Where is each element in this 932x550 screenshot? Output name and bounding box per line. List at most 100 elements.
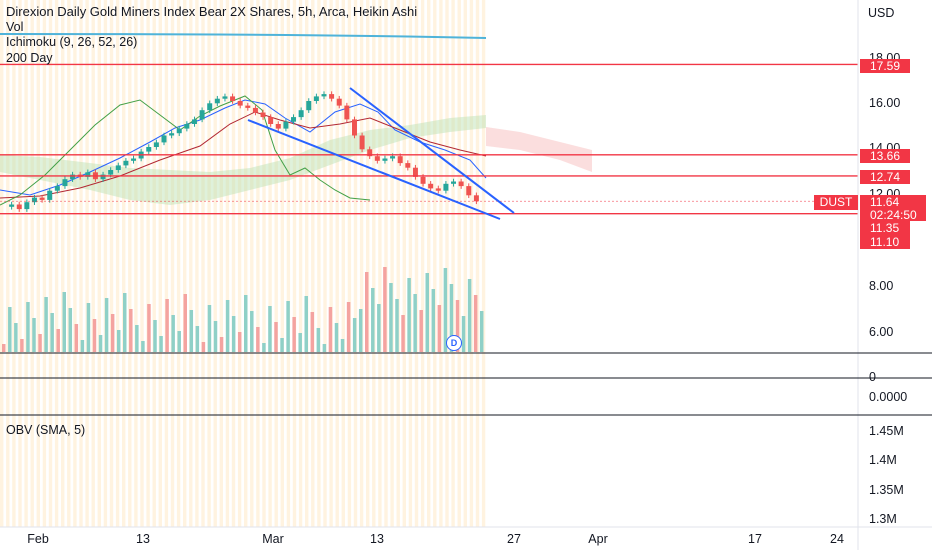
volume-bar [244,295,248,352]
session-band [170,0,175,527]
session-band [24,0,28,527]
candle-body [336,98,342,106]
session-band [359,0,364,527]
volume-bar [86,303,91,352]
candle-body [207,103,213,111]
session-band [372,0,376,527]
volume-bar [431,289,436,352]
session-band [115,0,120,527]
candle-body [169,133,175,136]
volume-bar [473,295,478,352]
session-band [341,0,345,527]
volume-bar [189,310,194,352]
candlesticks [9,91,479,212]
obv-label-1-35m: 1.35M [869,483,904,497]
candle-body [245,105,251,108]
volume-bar [358,309,363,352]
candle-body [199,110,205,120]
volume-bar [98,335,103,352]
volume-bar [104,298,109,352]
volume-bar [183,294,187,352]
time-label-apr-17: 17 [748,532,762,546]
volume-bar [213,321,218,352]
vol-legend[interactable]: Vol [6,19,24,34]
volume-bar [274,322,278,352]
volume-bar [129,309,133,352]
volume-bar [334,323,339,352]
volume-bar [377,304,381,352]
candle-body [451,181,457,184]
last-price-tag: 11.64 02:24:50 [860,195,926,221]
candle-body [321,94,327,97]
session-band [256,0,260,527]
session-band [109,0,114,527]
session-band [286,0,291,527]
upper-trendline [349,87,515,214]
volume-bar [159,336,163,352]
volume-bar [280,338,284,352]
price-label-16: 16.00 [869,96,901,110]
obv-label-1-45m: 1.45M [869,424,904,438]
session-band [158,0,162,527]
session-band [134,0,138,527]
volume-bar [316,328,321,352]
sma-legend[interactable]: 200 Day [6,50,53,65]
session-band [347,0,352,527]
candle-body [367,149,373,157]
session-band [262,0,266,527]
volume-bar [44,297,48,352]
ichimoku-legend[interactable]: Ichimoku (9, 26, 52, 26) [6,35,138,49]
price-label-8: 8.00 [869,279,894,293]
session-band [335,0,339,527]
volume-bar [292,317,296,352]
session-band [268,0,272,527]
candle-body [54,186,60,191]
session-band [311,0,315,527]
volume-bar [262,343,266,352]
base-line [0,111,487,199]
volume-bar [80,340,85,352]
session-band [12,0,16,527]
session-band [445,0,449,527]
volume-bar [371,288,375,352]
volume-bar [437,305,442,352]
last-price-value: 11.64 [870,195,900,209]
session-band [390,0,394,527]
candle-body [260,112,266,118]
obv-label-1-4m: 1.4M [869,453,897,467]
session-band [396,0,400,527]
volume-bar [455,300,460,352]
candle-body [283,121,289,129]
conversion-line [0,99,487,196]
candle-body [351,119,357,136]
volume-bar [395,299,399,352]
dividend-marker[interactable]: D [446,335,462,351]
obv-legend[interactable]: OBV (SMA, 5) [6,423,86,437]
session-band [67,0,71,527]
candle-body [252,107,258,113]
session-band [189,0,193,527]
volume-bar [56,329,60,352]
volume-bar [165,299,169,352]
candle-body [31,197,37,203]
session-band [85,0,89,527]
candle-body [458,181,464,187]
session-band [79,0,83,527]
candle-body [428,183,434,189]
volume-bar [268,306,272,352]
session-band [469,0,474,527]
candle-body [70,174,76,180]
price-tag-17-59: 17.59 [860,59,910,73]
volume-bar [256,327,260,352]
candle-body [85,172,91,177]
volume-bar [74,324,79,352]
session-band [97,0,101,527]
candle-body [435,188,441,191]
volume-bar [237,332,242,352]
session-band [317,0,321,527]
candle-body [100,174,106,180]
volume-bar [425,273,429,352]
session-band [250,0,254,527]
session-band [152,0,156,527]
